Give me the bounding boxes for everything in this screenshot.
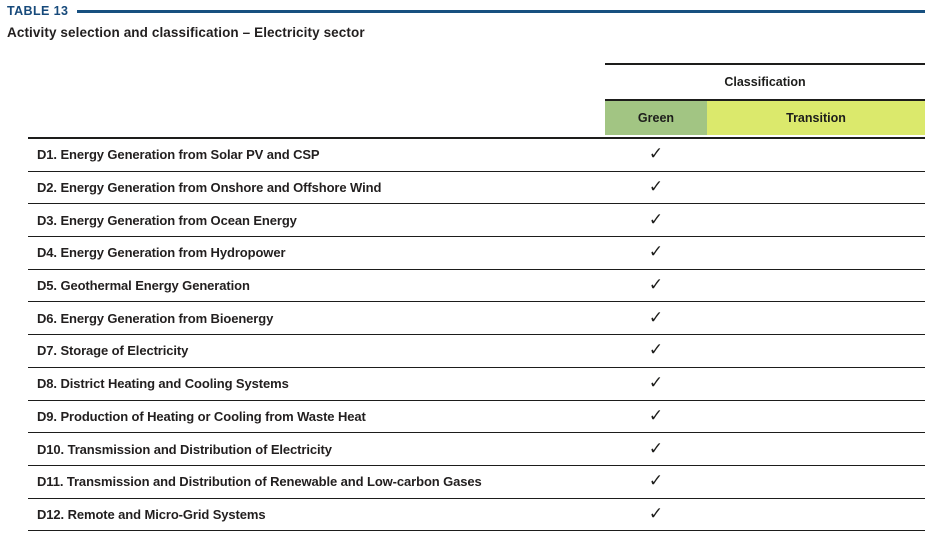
green-check-cell: ✓: [605, 178, 707, 197]
activity-label: D7. Storage of Electricity: [37, 343, 189, 359]
green-check-cell: ✓: [605, 276, 707, 295]
classification-columns: Green Transition: [605, 99, 925, 135]
green-check-cell: ✓: [605, 211, 707, 230]
table-row: D7. Storage of Electricity ✓: [28, 335, 925, 368]
check-icon: ✓: [648, 275, 664, 295]
caption-rule: [77, 10, 925, 13]
table-row: D3. Energy Generation from Ocean Energy …: [28, 204, 925, 238]
check-icon: ✓: [648, 471, 664, 491]
check-icon: ✓: [648, 405, 664, 425]
check-icon: ✓: [648, 340, 664, 360]
activity-label: D10. Transmission and Distribution of El…: [37, 441, 332, 457]
table-row: D1. Energy Generation from Solar PV and …: [28, 139, 925, 172]
activity-label: D6. Energy Generation from Bioenergy: [37, 310, 274, 326]
table-row: D6. Energy Generation from Bioenergy ✓: [28, 302, 925, 336]
activity-label: D9. Production of Heating or Cooling fro…: [37, 408, 366, 424]
classification-header-label: Classification: [605, 63, 925, 99]
activity-label: D12. Remote and Micro-Grid Systems: [37, 506, 266, 522]
column-header-transition: Transition: [707, 101, 925, 135]
check-icon: ✓: [648, 242, 664, 262]
green-check-cell: ✓: [605, 407, 707, 426]
green-check-cell: ✓: [605, 243, 707, 262]
activity-label: D2. Energy Generation from Onshore and O…: [37, 180, 382, 196]
table-title: Activity selection and classification – …: [7, 25, 365, 40]
activity-label: D8. District Heating and Cooling Systems: [37, 376, 289, 392]
activity-label: D4. Energy Generation from Hydropower: [37, 245, 286, 261]
check-icon: ✓: [648, 307, 664, 327]
activity-label: D11. Transmission and Distribution of Re…: [37, 474, 482, 490]
column-header-green: Green: [605, 101, 707, 135]
green-check-cell: ✓: [605, 472, 707, 491]
check-icon: ✓: [648, 438, 664, 458]
check-icon: ✓: [648, 503, 664, 523]
check-icon: ✓: [648, 177, 664, 197]
activity-label: D3. Energy Generation from Ocean Energy: [37, 212, 297, 228]
table-row: D10. Transmission and Distribution of El…: [28, 433, 925, 466]
green-check-cell: ✓: [605, 309, 707, 328]
activity-label: D5. Geothermal Energy Generation: [37, 278, 250, 294]
table-row: D2. Energy Generation from Onshore and O…: [28, 172, 925, 205]
table-caption-row: TABLE 13: [7, 4, 925, 18]
table-row: D4. Energy Generation from Hydropower ✓: [28, 237, 925, 270]
check-icon: ✓: [648, 144, 664, 164]
green-check-cell: ✓: [605, 341, 707, 360]
table-row: D9. Production of Heating or Cooling fro…: [28, 401, 925, 434]
check-icon: ✓: [648, 209, 664, 229]
check-icon: ✓: [648, 373, 664, 393]
green-check-cell: ✓: [605, 145, 707, 164]
green-check-cell: ✓: [605, 440, 707, 459]
table-number-label: TABLE 13: [7, 4, 69, 18]
green-check-cell: ✓: [605, 374, 707, 393]
table-row: D5. Geothermal Energy Generation ✓: [28, 270, 925, 303]
green-check-cell: ✓: [605, 505, 707, 524]
table-row: D12. Remote and Micro-Grid Systems ✓: [28, 499, 925, 532]
activity-table-body: D1. Energy Generation from Solar PV and …: [28, 137, 925, 532]
activity-label: D1. Energy Generation from Solar PV and …: [37, 147, 320, 163]
classification-header: Classification Green Transition: [605, 63, 925, 135]
table-row: D8. District Heating and Cooling Systems…: [28, 368, 925, 401]
table-row: D11. Transmission and Distribution of Re…: [28, 466, 925, 499]
